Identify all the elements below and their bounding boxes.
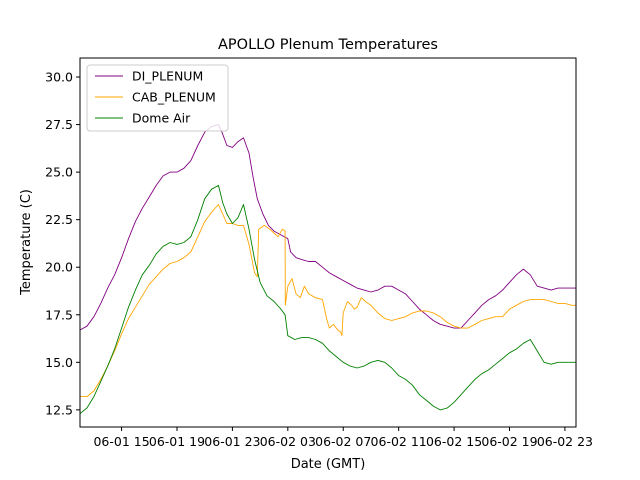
legend-label-cab-plenum: CAB_PLENUM: [132, 90, 216, 105]
legend: DI_PLENUM CAB_PLENUM Dome Air: [86, 64, 229, 132]
y-tick-label: 20.0: [45, 260, 73, 275]
series-line-di-plenum: [80, 124, 576, 331]
x-tick-label: 06-02 15: [426, 434, 482, 449]
series-layer: [80, 124, 576, 415]
chart-title: APOLLO Plenum Temperatures: [218, 37, 438, 53]
y-tick-label: 22.5: [45, 212, 73, 227]
x-tick-label: 06-02 19: [481, 434, 537, 449]
plot-frame: [79, 57, 577, 428]
series-line-cab-plenum: [80, 204, 576, 398]
x-axis: 06-01 15 06-01 19 06-01 23 06-02 03 06-02 07…: [93, 427, 593, 449]
y-tick-label: 30.0: [45, 70, 73, 85]
legend-label-di-plenum: DI_PLENUM: [132, 69, 203, 84]
x-tick-label: 06-02 07: [315, 434, 371, 449]
y-tick-label: 15.0: [45, 355, 73, 370]
x-tick-label: 06-02 11: [371, 434, 427, 449]
series-line-dome-air: [80, 184, 576, 415]
plot-area: [80, 124, 576, 415]
x-axis-label: Date (GMT): [291, 457, 366, 472]
x-tick-label: 06-01 15: [93, 434, 149, 449]
x-tick-label: 06-01 19: [149, 434, 205, 449]
y-tick-label: 17.5: [45, 307, 73, 322]
y-axis-label: Temperature (C): [19, 189, 34, 296]
legend-label-dome-air: Dome Air: [132, 111, 191, 126]
y-tick-label: 12.5: [45, 402, 73, 417]
y-axis: 12.5 15.0 17.5 20.0 22.5 25.0 27.5 30.0: [45, 70, 80, 417]
x-tick-label: 06-01 23: [204, 434, 260, 449]
x-tick-label: 06-02 03: [260, 434, 316, 449]
legend-box: [86, 64, 229, 132]
y-tick-label: 27.5: [45, 117, 73, 132]
x-tick-label: 06-02 23: [537, 434, 593, 449]
y-tick-label: 25.0: [45, 165, 73, 180]
